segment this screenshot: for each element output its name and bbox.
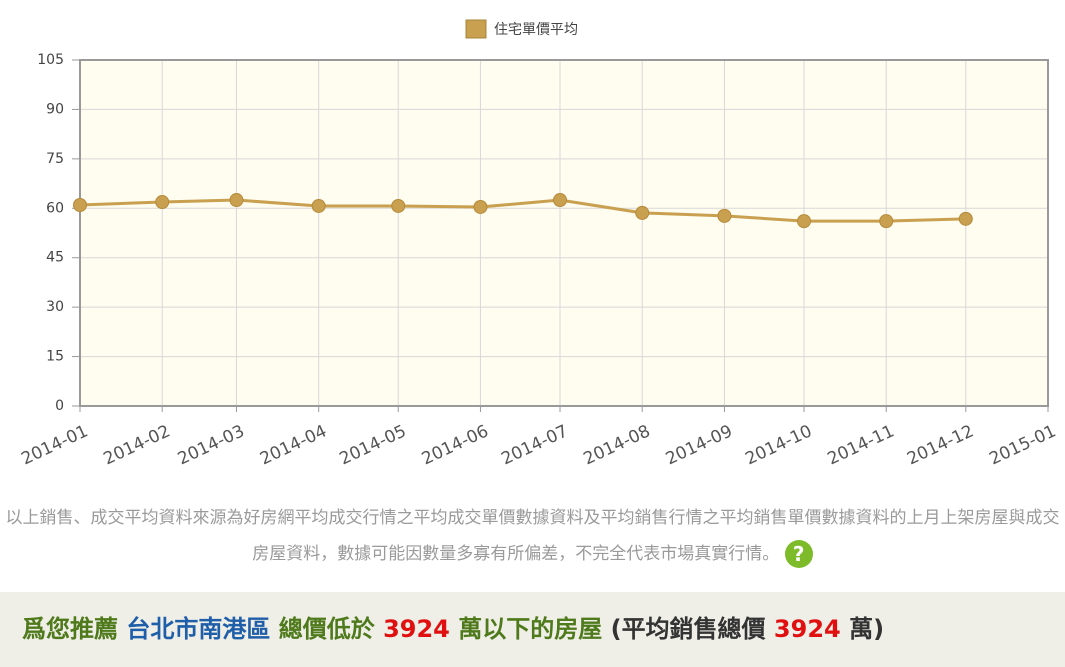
x-tick-label: 2014-11 <box>825 421 898 469</box>
avg-open: (平均銷售總價 <box>610 615 766 643</box>
y-tick-label: 45 <box>46 250 64 266</box>
point <box>155 195 170 210</box>
y-tick-label: 105 <box>37 52 64 68</box>
x-tick-label: 2014-01 <box>18 421 91 469</box>
x-tick-label: 2014-05 <box>337 421 410 469</box>
y-tick-label: 60 <box>46 200 64 216</box>
point <box>229 193 244 208</box>
point <box>391 198 406 213</box>
x-tick-label: 2014-08 <box>581 421 654 469</box>
x-tick-label: 2014-02 <box>101 421 174 469</box>
x-tick-label: 2014-04 <box>257 421 330 469</box>
point <box>797 214 812 229</box>
x-tick-label: 2014-10 <box>742 421 815 469</box>
point <box>553 193 568 208</box>
x-tick-label: 2014-03 <box>175 421 248 469</box>
point <box>958 211 973 226</box>
y-tick-label: 30 <box>46 299 64 315</box>
price: 3924 <box>383 615 450 643</box>
series-line <box>79 198 966 223</box>
area[interactable]: 台北市南港區 <box>126 615 271 643</box>
point <box>473 199 488 214</box>
y-tick-label: 75 <box>46 151 64 167</box>
recommend-bar: 爲您推薦 台北市南港區 總價低於 3924 萬以下的房屋 (平均銷售總價 392… <box>0 592 1065 667</box>
help-icon[interactable]: ? <box>784 540 813 568</box>
point <box>73 197 87 212</box>
point <box>879 214 894 229</box>
lead: 爲您推薦 <box>22 615 118 643</box>
avg-close: 萬) <box>849 615 885 643</box>
legend-label: 住宅單價平均 <box>494 21 578 38</box>
plot-border <box>79 59 1049 407</box>
note-text: 以上銷售、成交平均資料來源為好房網平均成交行情之平均成交單價數據資料及平均銷售行… <box>5 508 1060 564</box>
y-tick-label: 90 <box>46 101 64 117</box>
below: 總價低於 <box>278 615 375 643</box>
plot-background <box>80 60 1048 406</box>
y-tick-label: 15 <box>46 349 64 365</box>
point <box>635 205 650 220</box>
x-tick-label: 2014-12 <box>904 421 977 469</box>
point <box>717 208 732 223</box>
x-tick-label: 2014-06 <box>419 421 492 469</box>
x-tick-label: 2014-07 <box>498 421 571 469</box>
x-tick-label: 2014-09 <box>663 421 736 469</box>
y-tick-label: 0 <box>55 398 64 414</box>
unit: 萬以下的房屋 <box>458 615 603 643</box>
note: 以上銷售、成交平均資料來源為好房網平均成交行情之平均成交單價數據資料及平均銷售行… <box>0 500 1065 572</box>
point <box>311 198 326 213</box>
x-tick-label: 2015-01 <box>986 421 1059 469</box>
avg-price: 3924 <box>773 615 841 643</box>
legend-swatch <box>465 19 487 39</box>
